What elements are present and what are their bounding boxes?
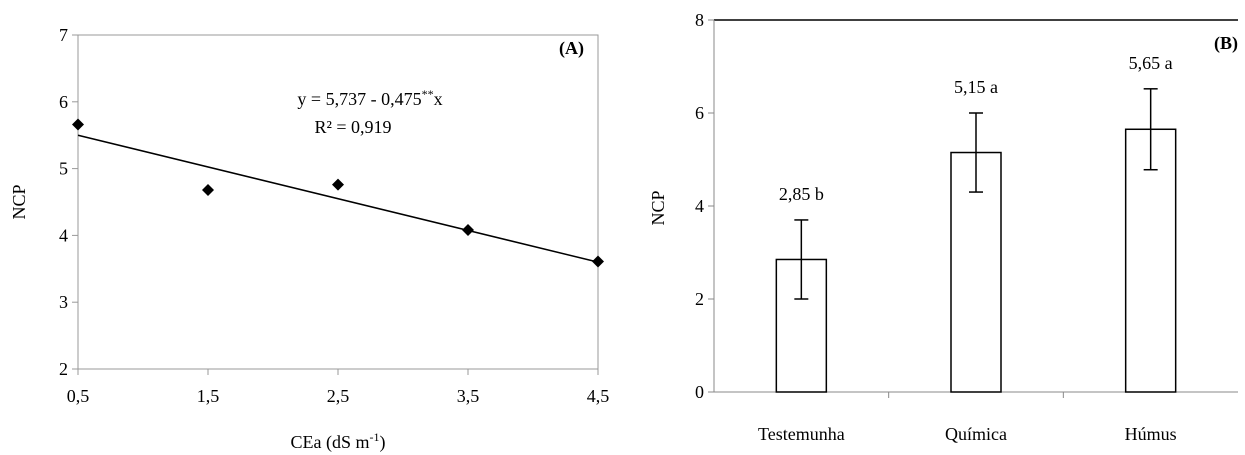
chart-a-trendline (77, 134, 599, 263)
chart-b-category-label: Húmus (1125, 424, 1177, 444)
chart-a-x-axis-label: CEa (dS m-1) (291, 430, 386, 453)
chart-b-panel-label: (B) (1214, 33, 1238, 54)
chart-a-y-axis-label: NCP (9, 184, 29, 219)
chart-a-equation: y = 5,737 - 0,475**x (297, 87, 442, 109)
chart-a-y-tick-label: 5 (59, 159, 68, 179)
chart-a-point (72, 118, 84, 131)
chart-a-point (332, 178, 344, 191)
chart-a-y-tick-label: 4 (59, 225, 68, 245)
chart-a-x-tick-label: 3,5 (457, 386, 480, 406)
chart-b-category-label: Testemunha (758, 424, 845, 444)
chart-b-data-label: 5,15 a (954, 77, 998, 97)
chart-a-x-tick-label: 0,5 (67, 386, 90, 406)
chart-b-bar (1124, 128, 1177, 393)
chart-a-point (202, 183, 214, 196)
chart-a-y-tick-label: 2 (59, 359, 68, 379)
chart-a: (A) NCP CEa (dS m-1) y = 5,737 - 0,475**… (9, 25, 609, 453)
chart-a-panel-label: (A) (559, 38, 584, 59)
chart-a-x-tick-label: 1,5 (197, 386, 220, 406)
chart-b-y-tick-label: 2 (695, 289, 704, 309)
chart-a-r-squared: R² = 0,919 (314, 117, 391, 137)
chart-a-plot-border (77, 34, 599, 370)
chart-a-x-tick-label: 4,5 (587, 386, 610, 406)
chart-b-y-tick-label: 8 (695, 10, 704, 30)
chart-a-y-tick-label: 3 (59, 292, 68, 312)
chart-b-y-tick-label: 0 (695, 382, 704, 402)
chart-b-y-tick-label: 4 (695, 196, 704, 216)
chart-a-x-tick-label: 2,5 (327, 386, 350, 406)
chart-b-y-tick-label: 6 (695, 103, 704, 123)
chart-a-ticks: 2 3 4 5 6 7 0,5 1,5 2,5 3,5 4,5 (59, 25, 609, 406)
chart-b-y-axis-label: NCP (648, 190, 668, 225)
chart-b-data-label: 2,85 b (779, 184, 824, 204)
chart-b-bars: 2,85 b Testemunha 5,15 a Química 5,65 a Húmus (758, 53, 1177, 444)
chart-b-data-label: 5,65 a (1129, 53, 1173, 73)
chart-b-category-label: Química (945, 424, 1007, 444)
chart-a-y-tick-label: 7 (59, 25, 68, 45)
chart-a-trendline-group (77, 134, 599, 263)
chart-a-y-tick-label: 6 (59, 92, 68, 112)
chart-b: (B) NCP 0 2 4 6 8 2,85 b Testemunha 5,15 a Quím… (648, 10, 1238, 444)
chart-a-point (592, 255, 604, 268)
chart-a-points (72, 118, 604, 268)
chart-a-point (462, 224, 474, 237)
